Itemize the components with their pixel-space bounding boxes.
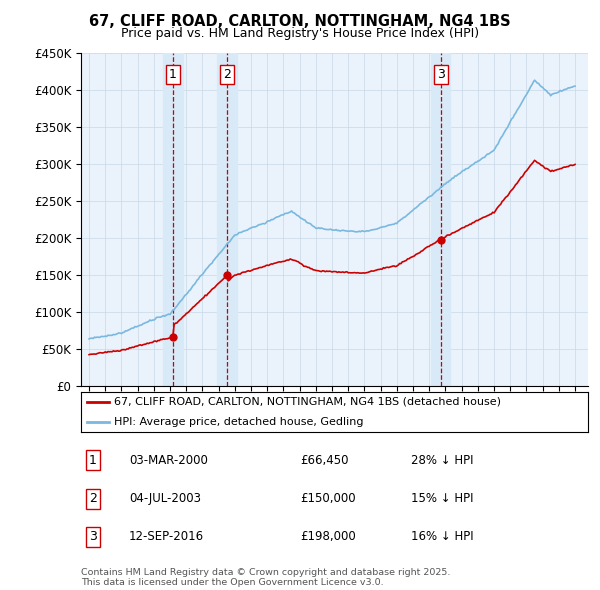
Text: HPI: Average price, detached house, Gedling: HPI: Average price, detached house, Gedl…	[114, 417, 364, 427]
Bar	[431, 53, 451, 386]
Text: 67, CLIFF ROAD, CARLTON, NOTTINGHAM, NG4 1BS: 67, CLIFF ROAD, CARLTON, NOTTINGHAM, NG4…	[89, 14, 511, 28]
Bar	[217, 53, 236, 386]
Text: 03-MAR-2000: 03-MAR-2000	[129, 454, 208, 467]
Text: 04-JUL-2003: 04-JUL-2003	[129, 492, 201, 505]
Text: 3: 3	[437, 68, 445, 81]
Text: 67, CLIFF ROAD, CARLTON, NOTTINGHAM, NG4 1BS (detached house): 67, CLIFF ROAD, CARLTON, NOTTINGHAM, NG4…	[114, 397, 501, 407]
Text: 2: 2	[223, 68, 231, 81]
Text: 15% ↓ HPI: 15% ↓ HPI	[411, 492, 473, 505]
Bar	[163, 53, 182, 386]
Text: 1: 1	[89, 454, 97, 467]
Text: 12-SEP-2016: 12-SEP-2016	[129, 530, 204, 543]
Text: £198,000: £198,000	[300, 530, 356, 543]
Text: 2: 2	[89, 492, 97, 505]
Text: 28% ↓ HPI: 28% ↓ HPI	[411, 454, 473, 467]
Text: 1: 1	[169, 68, 177, 81]
Text: Price paid vs. HM Land Registry's House Price Index (HPI): Price paid vs. HM Land Registry's House …	[121, 27, 479, 40]
Text: 16% ↓ HPI: 16% ↓ HPI	[411, 530, 473, 543]
Text: Contains HM Land Registry data © Crown copyright and database right 2025.
This d: Contains HM Land Registry data © Crown c…	[81, 568, 451, 587]
Text: £66,450: £66,450	[300, 454, 349, 467]
Text: £150,000: £150,000	[300, 492, 356, 505]
Text: 3: 3	[89, 530, 97, 543]
